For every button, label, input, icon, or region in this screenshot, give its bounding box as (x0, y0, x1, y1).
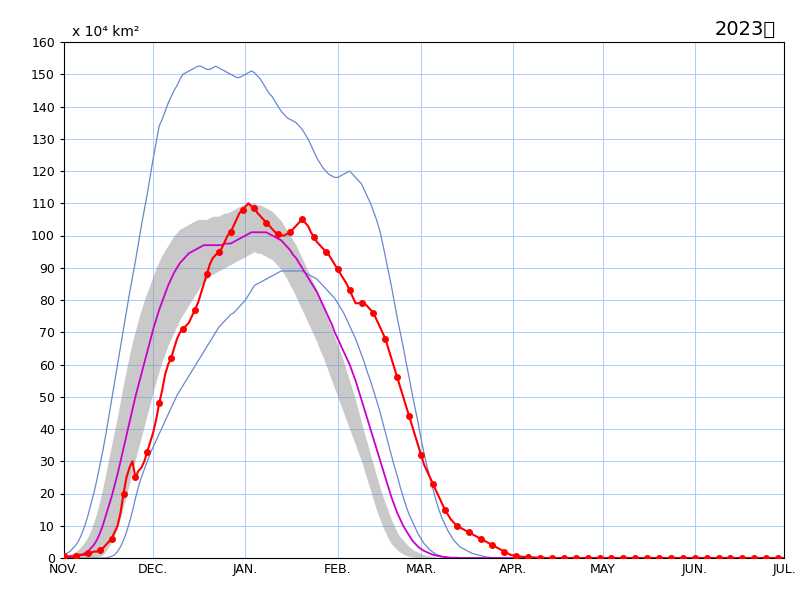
Text: x 10⁴ km²: x 10⁴ km² (72, 25, 139, 39)
Text: 2023年: 2023年 (715, 20, 776, 39)
